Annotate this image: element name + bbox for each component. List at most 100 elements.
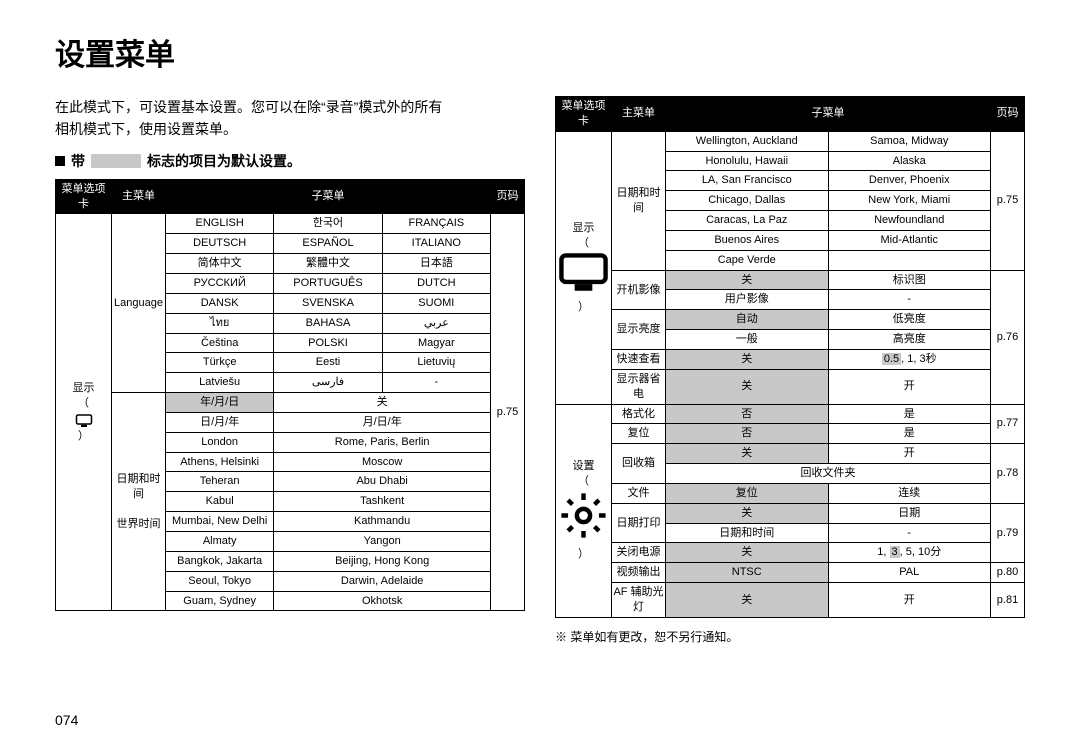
lang-cell: 한국어 <box>274 214 382 234</box>
sub-cell: 关 <box>666 543 829 563</box>
sub-cell: Caracas, La Paz <box>666 211 829 231</box>
sub-cell: 关 <box>666 583 829 618</box>
sub-cell: 低亮度 <box>828 310 991 330</box>
world-cell: Yangon <box>274 531 491 551</box>
world-cell: Darwin, Adelaide <box>274 571 491 591</box>
world-cell: Seoul, Tokyo <box>166 571 274 591</box>
lang-cell: DUTCH <box>382 274 490 294</box>
page-cell: p.78 <box>991 444 1025 504</box>
th-tab: 菜单选项卡 <box>56 179 112 214</box>
sub-cell: 关 <box>666 444 829 464</box>
page-cell: p.75 <box>491 214 525 611</box>
sub-cell: 日期 <box>828 503 991 523</box>
main-cell-language: Language <box>112 214 166 393</box>
lang-cell: BAHASA <box>274 313 382 333</box>
sub-cell: 一般 <box>666 330 829 350</box>
legend-prefix: 带 <box>71 151 85 171</box>
sub-cell: 关 <box>666 270 829 290</box>
th-main: 主菜单 <box>612 97 666 132</box>
intro-line-1: 在此模式下，可设置基本设置。您可以在除“录音”模式外的所有 <box>55 99 442 115</box>
tab-cell-settings: 设置（） <box>556 404 612 617</box>
sub-cell: Newfoundland <box>828 211 991 231</box>
sub-cell: 0.5, 1, 3秒 <box>828 349 991 369</box>
sub-cell: Samoa, Midway <box>828 131 991 151</box>
lang-cell: ITALIANO <box>382 234 490 254</box>
sub-cell: - <box>828 523 991 543</box>
main-cell: 复位 <box>612 424 666 444</box>
sub-cell: 是 <box>828 404 991 424</box>
sub-cell: 复位 <box>666 483 829 503</box>
th-sub: 子菜单 <box>166 179 491 214</box>
legend-square-icon <box>55 156 65 166</box>
right-settings-table: 菜单选项卡 主菜单 子菜单 页码 显示（）日期和时间Wellington, Au… <box>555 96 1025 618</box>
main-cell: 开机影像 <box>612 270 666 310</box>
lang-cell: Magyar <box>382 333 490 353</box>
sub-cell: Chicago, Dallas <box>666 191 829 211</box>
world-cell: Mumbai, New Delhi <box>166 512 274 532</box>
sub-cell: 关 <box>666 369 829 404</box>
lang-cell: ESPAÑOL <box>274 234 382 254</box>
th-sub: 子菜单 <box>666 97 991 132</box>
sub-cell <box>828 250 991 270</box>
world-cell: Teheran <box>166 472 274 492</box>
th-main: 主菜单 <box>112 179 166 214</box>
world-cell: Athens, Helsinki <box>166 452 274 472</box>
table-header-row: 菜单选项卡 主菜单 子菜单 页码 <box>556 97 1025 132</box>
page-number: 074 <box>55 712 78 728</box>
main-cell: 关闭电源 <box>612 543 666 563</box>
sub-cell: 否 <box>666 404 829 424</box>
date-cell: 关 <box>274 393 491 413</box>
sub-cell: 关 <box>666 503 829 523</box>
world-cell: Bangkok, Jakarta <box>166 551 274 571</box>
world-cell: Kathmandu <box>274 512 491 532</box>
lang-cell: Eesti <box>274 353 382 373</box>
left-settings-table: 菜单选项卡 主菜单 子菜单 页码 显示（）LanguageENGLISH한국어F… <box>55 179 525 612</box>
sub-cell: 开 <box>828 369 991 404</box>
page-cell: p.79 <box>991 503 1025 563</box>
th-page: 页码 <box>491 179 525 214</box>
screen-icon <box>557 286 610 298</box>
lang-cell: Latviešu <box>166 373 274 393</box>
date-cell: 日/月/年 <box>166 412 274 432</box>
legend-suffix: 标志的项目为默认设置。 <box>147 151 301 171</box>
tab-cell-display: 显示（） <box>56 214 112 611</box>
sub-cell: 连续 <box>828 483 991 503</box>
sub-cell: Buenos Aires <box>666 230 829 250</box>
lang-cell: عربي <box>382 313 490 333</box>
sub-cell: 开 <box>828 444 991 464</box>
sub-cell: Denver, Phoenix <box>828 171 991 191</box>
table-header-row: 菜单选项卡 主菜单 子菜单 页码 <box>56 179 525 214</box>
lang-cell: POLSKI <box>274 333 382 353</box>
sub-cell: - <box>828 290 991 310</box>
th-page: 页码 <box>991 97 1025 132</box>
main-cell: 格式化 <box>612 404 666 424</box>
sub-cell: 日期和时间 <box>666 523 829 543</box>
sub-cell: 标识图 <box>828 270 991 290</box>
lang-cell: ไทย <box>166 313 274 333</box>
sub-cell: LA, San Francisco <box>666 171 829 191</box>
lang-cell: SVENSKA <box>274 293 382 313</box>
page-cell: p.77 <box>991 404 1025 444</box>
sub-cell: 1, 3, 5, 10分 <box>828 543 991 563</box>
world-cell: Moscow <box>274 452 491 472</box>
sub-cell: 开 <box>828 583 991 618</box>
manual-page: 设置菜单 在此模式下，可设置基本设置。您可以在除“录音”模式外的所有 相机模式下… <box>0 0 1080 746</box>
date-cell: 年/月/日 <box>166 393 274 413</box>
sub-cell: Cape Verde <box>666 250 829 270</box>
screen-icon <box>57 413 110 429</box>
world-cell: Okhotsk <box>274 591 491 611</box>
main-cell: 快速查看 <box>612 349 666 369</box>
sub-cell: New York, Miami <box>828 191 991 211</box>
sub-cell: Alaska <box>828 151 991 171</box>
sub-cell: PAL <box>828 563 991 583</box>
sub-cell: Honolulu, Hawaii <box>666 151 829 171</box>
lang-cell: РУССКИЙ <box>166 274 274 294</box>
tab-cell-display: 显示（） <box>556 131 612 404</box>
lang-cell: SUOMI <box>382 293 490 313</box>
lang-cell: - <box>382 373 490 393</box>
main-cell: 日期和时间 <box>612 131 666 270</box>
sub-cell: Wellington, Auckland <box>666 131 829 151</box>
lang-cell: Lietuvių <box>382 353 490 373</box>
sub-cell: 否 <box>666 424 829 444</box>
th-tab: 菜单选项卡 <box>556 97 612 132</box>
